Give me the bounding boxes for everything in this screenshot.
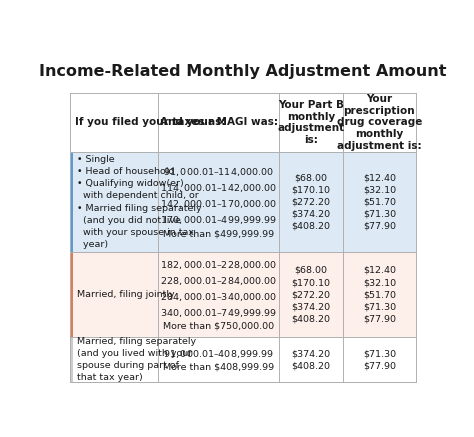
Text: $12.40
$32.10
$51.70
$71.30
$77.90: $12.40 $32.10 $51.70 $71.30 $77.90 xyxy=(363,266,396,323)
Bar xyxy=(70,152,416,252)
Text: $12.40
$32.10
$51.70
$71.30
$77.90: $12.40 $32.10 $51.70 $71.30 $77.90 xyxy=(363,173,396,231)
Text: $68.00
$170.10
$272.20
$374.20
$408.20: $68.00 $170.10 $272.20 $374.20 $408.20 xyxy=(292,266,331,323)
Text: • Single
• Head of household
• Qualifying widow(er)
  with dependent child, or
•: • Single • Head of household • Qualifyin… xyxy=(77,155,202,249)
Text: $91,000.01 – $408,999.99
More than $408,999.99: $91,000.01 – $408,999.99 More than $408,… xyxy=(163,348,274,372)
Bar xyxy=(70,93,416,152)
Bar xyxy=(70,252,416,337)
Text: Income-Related Monthly Adjustment Amount: Income-Related Monthly Adjustment Amount xyxy=(39,64,447,79)
Bar xyxy=(70,337,73,382)
Text: Married, filing separately
(and you lived with your
spouse during part of
that t: Married, filing separately (and you live… xyxy=(77,337,196,382)
Text: Your
prescription
drug coverage
monthly
adjustment is:: Your prescription drug coverage monthly … xyxy=(337,94,422,151)
Bar xyxy=(70,152,73,252)
Bar xyxy=(70,252,73,337)
Text: Your Part B
monthly
adjustment
is:: Your Part B monthly adjustment is: xyxy=(278,100,345,145)
Text: $68.00
$170.10
$272.20
$374.20
$408.20: $68.00 $170.10 $272.20 $374.20 $408.20 xyxy=(292,173,331,231)
Text: $71.30
$77.90: $71.30 $77.90 xyxy=(363,349,396,370)
Bar xyxy=(70,337,416,382)
Text: Married, filing jointly: Married, filing jointly xyxy=(77,290,175,299)
Text: $91,000.01 – $114,000.00
$114,000.01 – $142,000.00
$142,000.01 – $170,000.00
$17: $91,000.01 – $114,000.00 $114,000.01 – $… xyxy=(160,166,277,238)
Text: And your MAGI was:: And your MAGI was: xyxy=(160,118,278,128)
Text: $374.20
$408.20: $374.20 $408.20 xyxy=(292,349,331,370)
Text: $182,000.01 – $228,000.00
$228,000.01 – $284,000.00
$284,000.01 – $340,000.00
$3: $182,000.01 – $228,000.00 $228,000.01 – … xyxy=(160,259,277,331)
Text: If you filed your taxes as:: If you filed your taxes as: xyxy=(75,118,225,128)
